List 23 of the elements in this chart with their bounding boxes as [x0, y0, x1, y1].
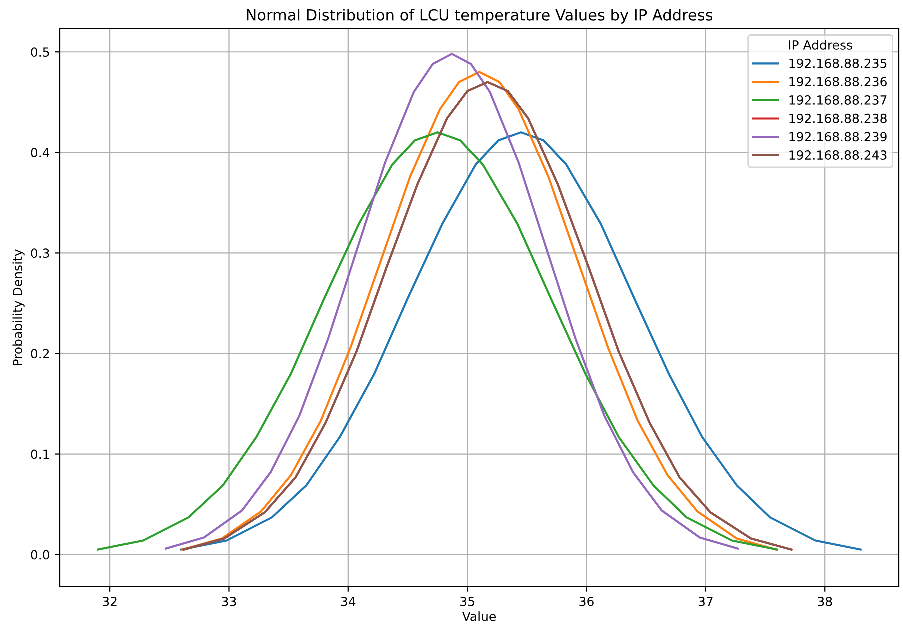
- legend-label: 192.168.88.235: [790, 58, 887, 68]
- legend-label: 192.168.88.238: [790, 114, 887, 124]
- y-tick-label: 0.3: [31, 248, 50, 258]
- x-tick-label: 34: [341, 596, 356, 606]
- x-tick-label: 33: [222, 596, 236, 606]
- legend-label: 192.168.88.243: [790, 150, 887, 160]
- y-tick-label: 0.2: [31, 349, 50, 359]
- chart-title: Normal Distribution of LCU temperature Values by IP Address: [247, 9, 713, 24]
- y-tick-label: 0.5: [31, 48, 50, 58]
- x-tick-label: 35: [460, 596, 474, 606]
- legend-label: 192.168.88.237: [790, 96, 887, 105]
- x-tick-label: 32: [103, 596, 117, 606]
- legend-label: 192.168.88.236: [790, 77, 887, 87]
- legend-title: IP Address: [789, 40, 852, 50]
- y-axis-title: Probability Density: [12, 250, 25, 366]
- y-tick-label: 0.0: [31, 550, 50, 560]
- x-tick-label: 36: [580, 596, 594, 606]
- x-axis-title: Value: [462, 612, 496, 622]
- x-tick-label: 37: [698, 596, 713, 606]
- legend-label: 192.168.88.239: [790, 132, 887, 142]
- x-tick-label: 38: [818, 596, 832, 606]
- y-tick-label: 0.1: [31, 450, 50, 460]
- y-tick-label: 0.4: [31, 148, 50, 158]
